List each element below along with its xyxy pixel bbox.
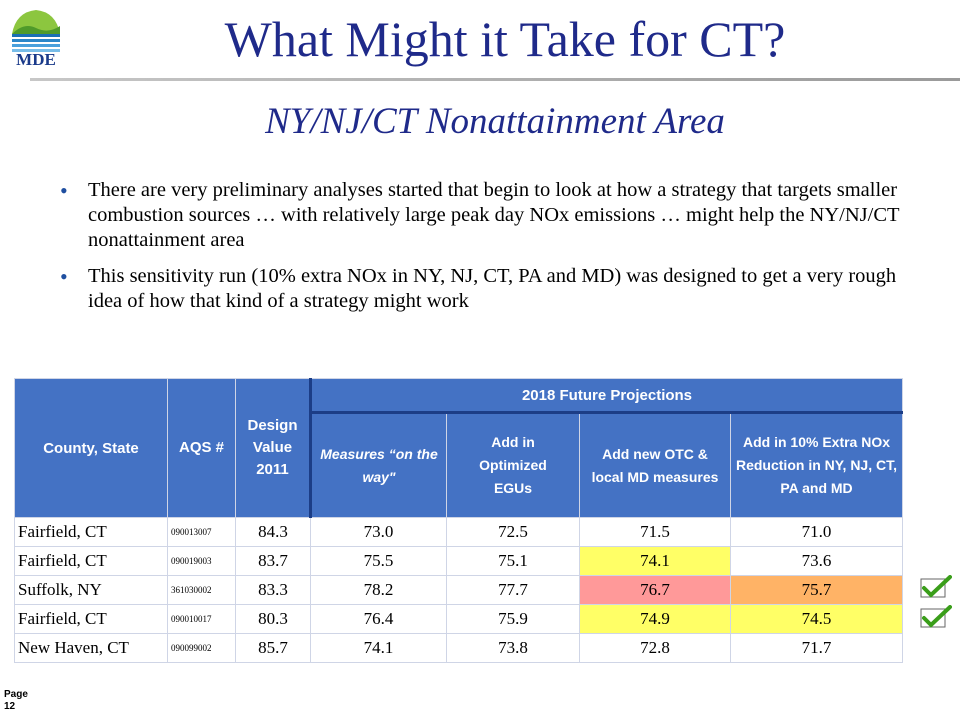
otc-cell: 72.8 (579, 633, 731, 663)
measures-cell: 78.2 (310, 575, 447, 605)
header-measures: Measures “on the way" (309, 411, 447, 518)
checkmark-icon (920, 575, 952, 598)
checkmark-icon (920, 605, 952, 628)
design-value-cell: 83.3 (235, 575, 311, 605)
page-number: Page 12 (4, 689, 28, 713)
bullet-item: • There are very preliminary analyses st… (58, 178, 918, 253)
slide-title: What Might it Take for CT? (224, 11, 786, 67)
table-row: Suffolk, NY 361030002 83.3 78.2 77.7 76.… (14, 575, 903, 605)
county-cell: Fairfield, CT (14, 517, 168, 547)
logo-text: MDE (16, 50, 56, 69)
extra-nox-cell: 74.5 (730, 604, 903, 634)
extra-nox-cell: 73.6 (730, 546, 903, 576)
page-number-value: 12 (4, 701, 16, 712)
extra-nox-cell: 75.7 (730, 575, 903, 605)
mde-logo-graphic (12, 10, 60, 52)
design-value-cell: 84.3 (235, 517, 311, 547)
design-value-cell: 80.3 (235, 604, 311, 634)
aqs-cell: 090099002 (167, 633, 236, 663)
bullet-text: This sensitivity run (10% extra NOx in N… (88, 265, 897, 312)
otc-cell: 74.9 (579, 604, 731, 634)
aqs-cell: 090010017 (167, 604, 236, 634)
otc-cell: 76.7 (579, 575, 731, 605)
table-row: New Haven, CT 090099002 85.7 74.1 73.8 7… (14, 633, 903, 663)
optimized-cell: 77.7 (446, 575, 580, 605)
measures-cell: 73.0 (310, 517, 447, 547)
county-cell: Fairfield, CT (14, 604, 168, 634)
title-underline (30, 78, 960, 81)
header-future-projections: 2018 Future Projections (309, 378, 903, 413)
aqs-cell: 361030002 (167, 575, 236, 605)
extra-nox-cell: 71.7 (730, 633, 903, 663)
bullet-list: • There are very preliminary analyses st… (58, 178, 918, 325)
header-aqs: AQS # (167, 378, 236, 518)
bullet-item: • This sensitivity run (10% extra NOx in… (58, 264, 918, 314)
bullet-icon: • (60, 264, 68, 289)
table-row: Fairfield, CT 090013007 84.3 73.0 72.5 7… (14, 517, 903, 547)
design-value-cell: 85.7 (235, 633, 311, 663)
otc-cell: 74.1 (579, 546, 731, 576)
header-extra-nox: Add in 10% Extra NOx Reduction in NY, NJ… (730, 411, 903, 518)
table-row: Fairfield, CT 090019003 83.7 75.5 75.1 7… (14, 546, 903, 576)
optimized-cell: 73.8 (446, 633, 580, 663)
measures-cell: 74.1 (310, 633, 447, 663)
header-design-value: Design Value 2011 (235, 378, 311, 518)
measures-cell: 76.4 (310, 604, 447, 634)
header-otc-measures: Add new OTC & local MD measures (579, 411, 731, 518)
bullet-icon: • (60, 178, 68, 203)
mde-logo (6, 4, 66, 72)
header-optimized-egus: Add in Optimized EGUs (446, 411, 580, 518)
aqs-cell: 090019003 (167, 546, 236, 576)
aqs-cell: 090013007 (167, 517, 236, 547)
projections-table: County, State AQS # Design Value 2011 20… (14, 378, 903, 663)
page-label: Page (4, 689, 28, 700)
table-row: Fairfield, CT 090010017 80.3 76.4 75.9 7… (14, 604, 903, 634)
county-cell: Suffolk, NY (14, 575, 168, 605)
otc-cell: 71.5 (579, 517, 731, 547)
county-cell: New Haven, CT (14, 633, 168, 663)
slide-subtitle: NY/NJ/CT Nonattainment Area (265, 101, 725, 142)
extra-nox-cell: 71.0 (730, 517, 903, 547)
optimized-cell: 75.1 (446, 546, 580, 576)
optimized-cell: 72.5 (446, 517, 580, 547)
measures-cell: 75.5 (310, 546, 447, 576)
bullet-text: There are very preliminary analyses star… (88, 179, 900, 251)
header-county: County, State (14, 378, 168, 518)
optimized-cell: 75.9 (446, 604, 580, 634)
design-value-cell: 83.7 (235, 546, 311, 576)
county-cell: Fairfield, CT (14, 546, 168, 576)
